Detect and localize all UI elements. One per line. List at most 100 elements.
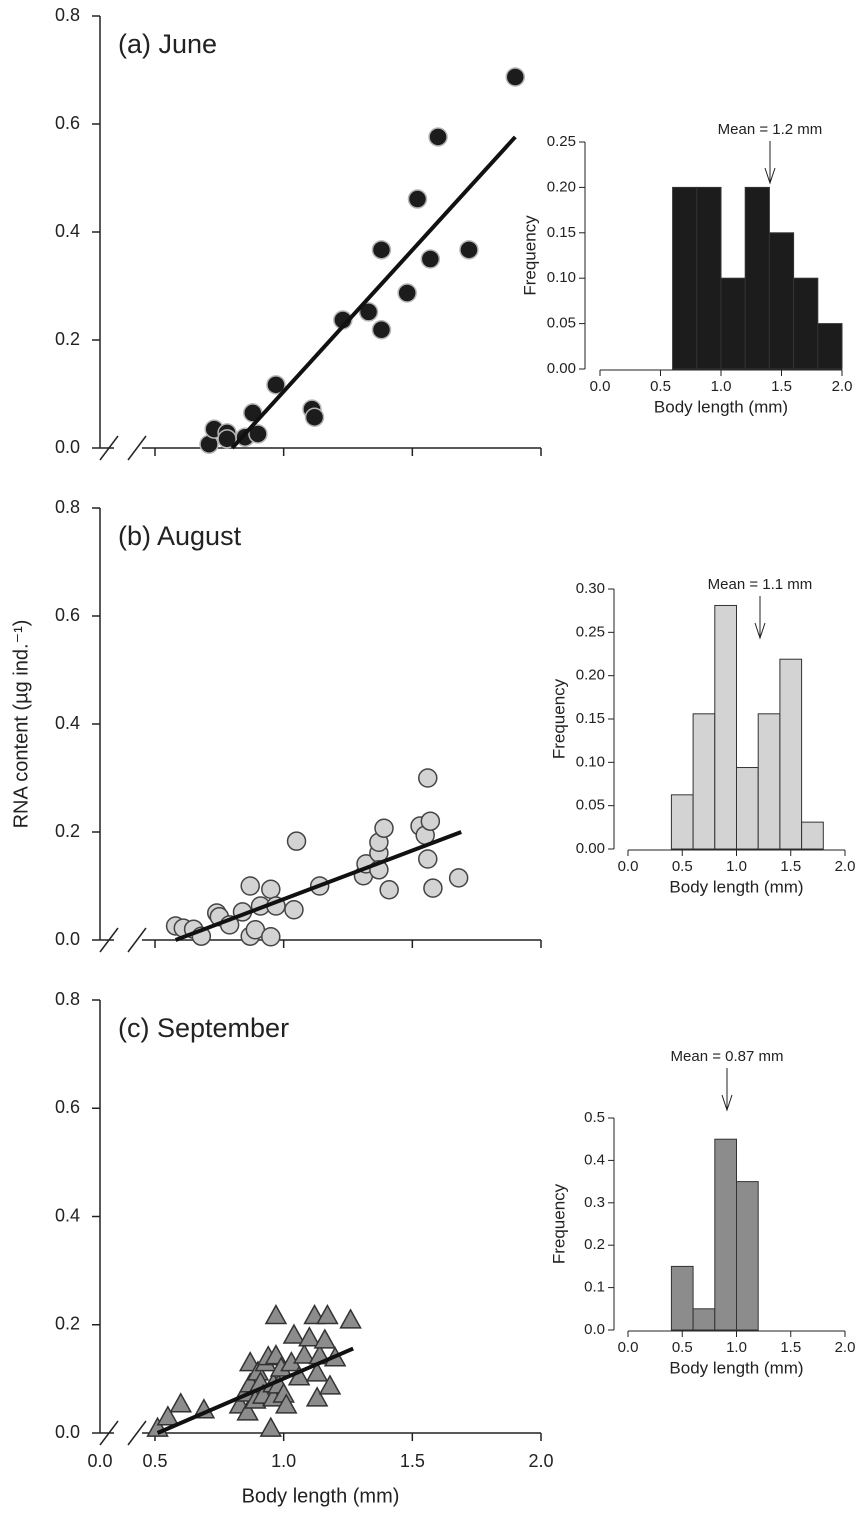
bar xyxy=(670,794,694,850)
y-tick-label: 0.05 xyxy=(547,315,576,332)
bar xyxy=(779,658,803,850)
x-tick-label: 1.0 xyxy=(711,378,732,395)
y-tick-label: 0.8 xyxy=(55,497,80,517)
x-tick-label: 0.0 xyxy=(590,378,611,395)
y-tick-label: 0.2 xyxy=(584,1236,605,1253)
y-tick-label: 0.20 xyxy=(576,667,605,684)
bar xyxy=(714,1138,737,1331)
point xyxy=(305,1386,329,1407)
point xyxy=(505,67,526,87)
x-tick-label: 0.0 xyxy=(87,1451,112,1471)
panel-title: (c) September xyxy=(118,1013,289,1043)
y-tick-label: 0.4 xyxy=(55,1205,80,1225)
point xyxy=(266,375,286,395)
annotation: Mean = 1.1 mm xyxy=(708,576,813,593)
bar xyxy=(736,767,759,850)
y-tick-label: 0.0 xyxy=(584,1321,605,1338)
y-tick-label: 0.8 xyxy=(55,5,80,25)
axis-break xyxy=(99,1420,119,1446)
panel-title: (b) August xyxy=(118,521,242,551)
point xyxy=(318,1374,342,1395)
y-tick-label: 0.2 xyxy=(55,1314,80,1334)
fit-line xyxy=(230,135,517,450)
x-tick-label: 0.5 xyxy=(672,1339,693,1356)
point xyxy=(459,240,479,260)
x-tick-label: 1.5 xyxy=(780,858,801,875)
point xyxy=(418,849,438,869)
x-tick-label: 0.5 xyxy=(672,858,693,875)
y-tick-label: 0.00 xyxy=(576,840,605,857)
y-tick-label: 0.10 xyxy=(576,753,605,770)
annotation: Mean = 0.87 mm xyxy=(671,1048,784,1065)
point xyxy=(397,283,417,303)
annotation-arrow-head xyxy=(754,622,766,640)
x-tick-label: 2.0 xyxy=(832,378,853,395)
point xyxy=(374,818,394,838)
point xyxy=(428,127,448,147)
point xyxy=(284,900,304,920)
x-axis-label: Body length (mm) xyxy=(669,1358,803,1377)
y-tick-label: 0.15 xyxy=(576,710,605,727)
y-tick-label: 0.6 xyxy=(55,605,80,625)
y-tick-label: 0.0 xyxy=(55,437,80,457)
y-tick-label: 0.25 xyxy=(576,623,605,640)
point xyxy=(259,1416,283,1437)
annotation: Mean = 1.2 mm xyxy=(718,121,823,138)
x-tick-label: 0.0 xyxy=(618,1339,639,1356)
bar xyxy=(720,277,746,370)
point xyxy=(448,868,469,888)
point xyxy=(292,1343,316,1364)
x-tick-label: 1.0 xyxy=(271,1451,296,1471)
y-axis-label: RNA content (µg ind.⁻¹) xyxy=(10,620,32,829)
point xyxy=(282,1323,306,1344)
fit-line xyxy=(174,830,462,942)
y-tick-label: 0.0 xyxy=(55,1422,80,1442)
y-tick-label: 0.4 xyxy=(584,1151,605,1168)
x-tick-label: 0.5 xyxy=(142,1451,167,1471)
y-tick-label: 0.3 xyxy=(584,1194,605,1211)
axis-break xyxy=(127,435,147,461)
point xyxy=(304,407,325,427)
point xyxy=(420,811,441,831)
point xyxy=(379,880,399,900)
y-tick-label: 0.10 xyxy=(547,269,576,286)
point xyxy=(418,768,438,788)
y-tick-label: 0.05 xyxy=(576,797,605,814)
point xyxy=(305,1361,329,1382)
fit-line xyxy=(156,1346,354,1435)
point xyxy=(156,1405,180,1426)
bar xyxy=(793,277,819,370)
bar xyxy=(670,1265,694,1331)
point xyxy=(339,1308,362,1329)
point xyxy=(264,1304,288,1325)
point xyxy=(169,1392,193,1413)
point xyxy=(316,1304,339,1325)
x-tick-label: 0.0 xyxy=(618,858,639,875)
point xyxy=(371,240,392,260)
y-tick-label: 0.4 xyxy=(55,221,80,241)
x-tick-label: 1.5 xyxy=(771,378,792,395)
bar xyxy=(672,186,698,370)
y-axis-label: Frequency xyxy=(549,1183,568,1264)
bar xyxy=(696,186,722,370)
point xyxy=(261,879,281,899)
y-tick-label: 0.30 xyxy=(576,580,605,597)
y-tick-label: 0.6 xyxy=(55,113,80,133)
point xyxy=(261,927,281,947)
annotation-arrow-head xyxy=(721,1094,733,1112)
point xyxy=(274,1393,298,1414)
bar xyxy=(736,1181,759,1331)
bar xyxy=(801,821,824,850)
point xyxy=(407,189,428,209)
annotation-arrow-head xyxy=(764,167,776,185)
y-axis-label: Frequency xyxy=(520,215,539,296)
point xyxy=(420,249,441,269)
y-tick-label: 0.2 xyxy=(55,821,80,841)
axis-break xyxy=(99,435,119,461)
x-tick-label: 1.5 xyxy=(400,1451,425,1471)
x-axis-label: Body length (mm) xyxy=(669,877,803,896)
point xyxy=(313,1328,337,1349)
panel-title: (a) June xyxy=(118,29,217,59)
point xyxy=(423,878,443,898)
